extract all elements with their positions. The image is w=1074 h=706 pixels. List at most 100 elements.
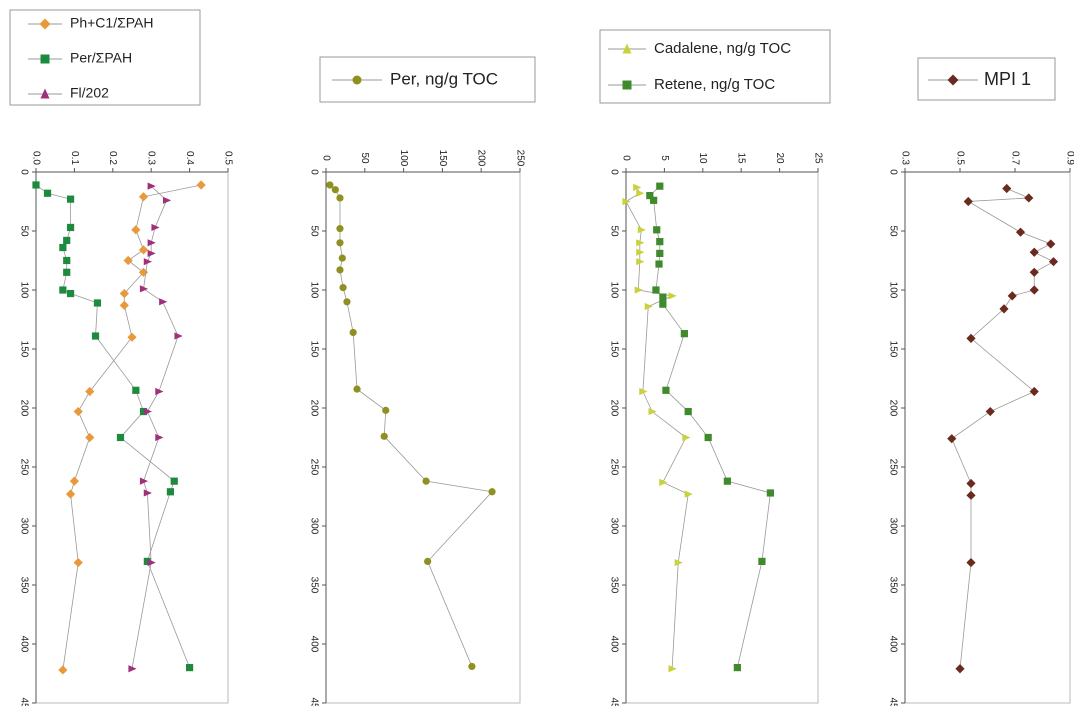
plot-frame — [625, 171, 819, 704]
legend-marker — [352, 75, 362, 85]
marker — [637, 226, 646, 234]
marker — [349, 328, 357, 337]
marker — [147, 239, 156, 247]
marker — [468, 662, 476, 671]
marker — [63, 256, 71, 265]
y-tick-label: 200 — [18, 400, 29, 417]
x-tick-label: 0.2 — [107, 151, 118, 165]
legend-marker — [622, 80, 632, 90]
marker — [1007, 291, 1017, 301]
marker — [723, 477, 731, 485]
x-tick-label: 5 — [659, 155, 670, 161]
legend-label: Cadalene, ng/g TOC — [654, 40, 791, 57]
x-tick-label: 200 — [476, 150, 487, 167]
marker — [119, 288, 129, 299]
marker — [1046, 239, 1056, 249]
x-tick-label: 15 — [736, 152, 747, 164]
marker — [966, 478, 976, 489]
marker — [174, 332, 183, 340]
marker — [639, 387, 648, 396]
legend-label: Fl/202 — [70, 85, 109, 101]
y-tick-label: 300 — [18, 518, 29, 535]
marker — [680, 330, 688, 338]
legend-label: MPI 1 — [984, 69, 1031, 89]
marker — [766, 489, 774, 497]
marker — [1024, 193, 1034, 203]
marker — [668, 292, 677, 300]
marker — [733, 664, 741, 672]
marker — [116, 433, 125, 442]
y-tick-label: 100 — [308, 282, 319, 299]
y-tick-label: 45 — [308, 697, 319, 706]
marker — [186, 664, 194, 672]
marker — [85, 386, 95, 397]
marker — [143, 489, 152, 497]
marker — [147, 182, 156, 190]
marker — [139, 285, 149, 293]
marker — [966, 333, 976, 343]
marker — [128, 665, 137, 673]
marker — [656, 238, 664, 246]
x-tick-label: 150 — [437, 150, 448, 167]
y-tick-label: 50 — [608, 225, 619, 237]
y-tick-label: 50 — [18, 225, 29, 237]
marker — [668, 665, 677, 673]
x-tick-label: 0.3 — [146, 151, 157, 165]
marker — [380, 432, 388, 440]
y-tick-label: 150 — [887, 341, 898, 358]
marker — [147, 249, 156, 258]
marker — [131, 225, 141, 235]
marker — [947, 434, 957, 444]
marker — [659, 478, 668, 486]
y-tick-label: 250 — [18, 459, 29, 476]
y-tick-label: 150 — [608, 341, 619, 358]
x-tick-label: 0.7 — [1009, 151, 1020, 165]
marker — [1015, 227, 1026, 237]
marker — [382, 406, 390, 414]
legend-box — [599, 29, 831, 104]
marker — [656, 249, 664, 258]
marker — [422, 477, 430, 485]
marker — [1029, 285, 1039, 295]
marker — [63, 236, 71, 245]
marker — [652, 286, 660, 294]
y-tick-label: 150 — [18, 341, 29, 358]
x-tick-label: 100 — [398, 150, 409, 167]
x-tick-label: 0.4 — [184, 151, 195, 165]
y-tick-label: 50 — [308, 225, 319, 237]
marker — [65, 489, 76, 499]
marker — [966, 490, 976, 500]
marker — [155, 387, 164, 396]
y-tick-label: 100 — [18, 282, 29, 299]
x-tick-label: 0 — [620, 155, 631, 161]
marker — [704, 433, 712, 442]
y-tick-label: 250 — [887, 459, 898, 476]
marker — [43, 189, 52, 197]
legend-marker — [622, 43, 632, 54]
marker — [659, 293, 667, 301]
marker — [636, 189, 645, 197]
marker — [143, 557, 151, 565]
marker — [636, 258, 645, 266]
series-line — [649, 185, 771, 668]
marker — [336, 194, 344, 202]
marker — [336, 225, 344, 233]
x-tick-label: 10 — [697, 152, 708, 164]
marker — [963, 196, 973, 207]
marker — [326, 181, 334, 189]
plot-frame — [35, 171, 229, 704]
y-tick-label: 250 — [608, 459, 619, 476]
marker — [66, 223, 75, 232]
y-tick-label: 0 — [18, 169, 29, 175]
marker — [155, 433, 164, 442]
marker — [138, 192, 149, 202]
marker — [196, 180, 206, 190]
marker — [1002, 183, 1012, 194]
series-line — [131, 185, 179, 669]
marker — [170, 477, 178, 485]
x-tick-label: 50 — [359, 152, 370, 164]
marker — [650, 196, 658, 204]
series-line — [951, 188, 1055, 669]
y-tick-label: 100 — [887, 282, 898, 299]
